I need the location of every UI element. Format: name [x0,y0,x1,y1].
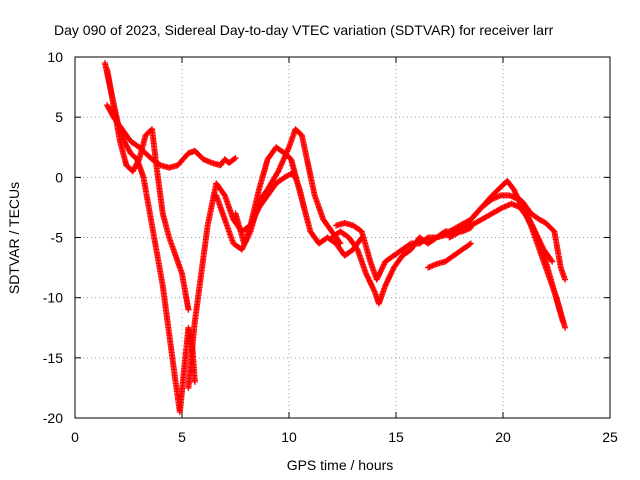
data-point [562,324,569,331]
data-point [231,155,238,162]
series-arc-8 [333,220,474,283]
series-arc-3 [104,102,239,171]
y-tick-label: 0 [55,169,63,185]
y-axis-label: SDTVAR / TECUs [6,182,22,294]
x-tick-label: 0 [71,429,79,445]
data-point [191,378,198,385]
data-point [548,257,555,264]
chart-title: Day 090 of 2023, Sidereal Day-to-day VTE… [54,22,554,38]
x-axis-ticks: 0 5 10 15 20 25 [71,57,618,445]
series-arc-13 [510,192,569,283]
series-arc-6 [232,144,365,259]
x-axis-label: GPS time / hours [287,457,394,473]
data-point [562,276,569,283]
data-point [549,258,556,265]
data-point [135,157,142,164]
series-arc-12 [457,200,566,325]
y-tick-label: -15 [43,350,63,366]
data-points [101,60,569,415]
y-tick-label: 5 [55,109,63,125]
data-point [559,318,566,325]
data-point [185,306,192,313]
x-tick-label: 20 [495,429,511,445]
y-tick-label: -5 [51,230,64,246]
x-tick-label: 15 [388,429,404,445]
y-tick-label: -10 [43,290,63,306]
y-tick-label: -20 [43,410,63,426]
grid [75,57,610,418]
x-tick-label: 5 [178,429,186,445]
series-arc-5 [213,126,344,253]
y-tick-label: 10 [47,49,63,65]
y-axis-ticks: -20 -15 -10 -5 0 5 10 [43,49,610,426]
series-arc-9 [425,240,474,271]
data-point [466,241,473,248]
data-point [467,240,474,247]
x-tick-label: 25 [602,429,618,445]
data-point [232,155,239,162]
x-tick-label: 10 [281,429,297,445]
